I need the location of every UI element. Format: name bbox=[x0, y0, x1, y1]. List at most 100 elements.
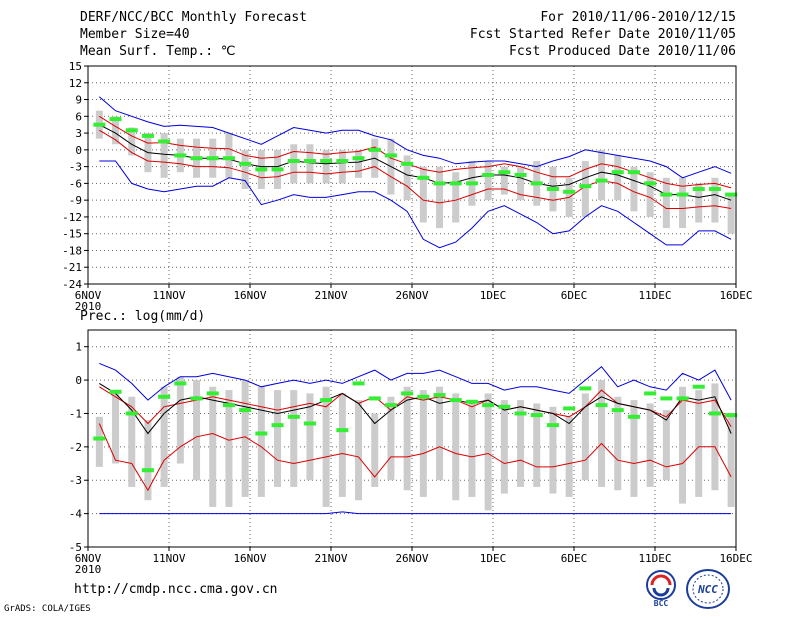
precip-box bbox=[209, 386, 217, 507]
temp-median bbox=[595, 178, 608, 183]
precip-median bbox=[676, 396, 689, 401]
precip-xtick-label: 11NOV bbox=[152, 552, 185, 565]
precip-box bbox=[646, 403, 654, 487]
precip-box bbox=[128, 396, 136, 487]
precip-box bbox=[468, 400, 476, 497]
precip-median bbox=[239, 408, 252, 413]
precip-median bbox=[271, 423, 284, 428]
precip-box bbox=[419, 390, 427, 497]
temp-box bbox=[614, 155, 622, 201]
precip-median bbox=[287, 414, 300, 419]
temp-median bbox=[303, 159, 316, 164]
temp-box bbox=[598, 149, 606, 201]
temp-median bbox=[644, 181, 657, 186]
precip-median bbox=[530, 413, 543, 418]
precip-median bbox=[595, 403, 608, 408]
temp-xtick-label: 16DEC bbox=[719, 289, 752, 302]
precip-median bbox=[368, 396, 381, 401]
bcc-logo: BCC bbox=[646, 570, 676, 608]
precip-box bbox=[322, 386, 330, 507]
header-left: DERF/NCC/BCC Monthly Forecast Member Size… bbox=[80, 9, 307, 60]
temp-xtick-label: 26NOV bbox=[395, 289, 428, 302]
precip-box bbox=[517, 400, 525, 487]
temp-box bbox=[581, 161, 589, 217]
precip-ytick-label: -2 bbox=[69, 441, 82, 454]
precip-median bbox=[336, 428, 349, 433]
temp-xtick-sublabel: 2010 bbox=[75, 300, 102, 313]
temp-box bbox=[290, 144, 298, 184]
temp-median bbox=[368, 147, 381, 152]
temp-xtick-label: 11DEC bbox=[638, 289, 671, 302]
precip-median bbox=[498, 404, 511, 409]
temp-line-min bbox=[99, 160, 732, 249]
precip-ytick-label: -4 bbox=[69, 508, 83, 521]
temp-median bbox=[530, 181, 543, 186]
precip-median bbox=[384, 403, 397, 408]
precip-box bbox=[695, 390, 703, 497]
ncc-logo: NCC bbox=[686, 569, 730, 609]
precip-xtick-label: 16NOV bbox=[233, 552, 266, 565]
precip-median bbox=[255, 431, 268, 436]
temp-xtick-label: 1DEC bbox=[480, 289, 507, 302]
temp-median bbox=[125, 128, 138, 133]
precip-line-min bbox=[99, 511, 732, 515]
temp-ytick-label: 3 bbox=[75, 127, 82, 140]
precip-box bbox=[176, 376, 184, 464]
temp-median bbox=[725, 192, 738, 197]
precip-median bbox=[93, 436, 106, 441]
header-right: For 2010/11/06-2010/12/15 Fcst Started Re… bbox=[470, 9, 736, 60]
precip-ytick-label: -1 bbox=[69, 407, 82, 420]
temp-box bbox=[711, 177, 719, 223]
temp-ytick-label: 9 bbox=[75, 94, 82, 107]
temp-box bbox=[322, 149, 330, 184]
temp-line-spread_lower bbox=[99, 129, 732, 209]
temp-ytick-label: -9 bbox=[69, 194, 82, 207]
temp-median bbox=[384, 153, 397, 158]
chart-title: DERF/NCC/BCC Monthly Forecast bbox=[80, 10, 307, 25]
precip-median bbox=[303, 421, 316, 426]
temp-median bbox=[546, 186, 559, 191]
footer-url[interactable]: http://cmdp.ncc.cma.gov.cn bbox=[74, 582, 278, 597]
temp-ytick-label: -12 bbox=[62, 211, 82, 224]
temp-median bbox=[449, 181, 462, 186]
precip-ytick-label: -3 bbox=[69, 474, 82, 487]
precip-box bbox=[614, 396, 622, 491]
precip-box bbox=[662, 410, 670, 481]
precip-xtick-label: 11DEC bbox=[638, 552, 671, 565]
precip-median bbox=[222, 403, 235, 408]
precip-box bbox=[241, 380, 249, 497]
temp-ytick-label: 0 bbox=[75, 144, 82, 157]
temp-median bbox=[206, 156, 219, 161]
precip-median bbox=[352, 381, 365, 386]
temp-median bbox=[190, 156, 203, 161]
precip-median bbox=[449, 398, 462, 403]
temp-ytick-label: -6 bbox=[69, 177, 82, 190]
precip-box bbox=[274, 390, 282, 487]
temp-box bbox=[517, 166, 525, 201]
temp-median bbox=[498, 170, 511, 175]
temp-median bbox=[109, 117, 122, 122]
precip-median bbox=[158, 394, 171, 399]
precip-xtick-label: 6DEC bbox=[561, 552, 588, 565]
temp-median bbox=[320, 159, 333, 164]
temp-box bbox=[338, 149, 346, 184]
precip-box bbox=[112, 393, 120, 464]
precip-median bbox=[725, 413, 738, 418]
precip-label: Prec.: log(mm/d) bbox=[80, 309, 206, 324]
temp-xtick-label: 21NOV bbox=[314, 289, 347, 302]
precip-median bbox=[660, 396, 673, 401]
temp-box bbox=[128, 127, 136, 156]
member-size: Member Size=40 bbox=[80, 27, 190, 42]
temp-median bbox=[255, 167, 268, 172]
precip-xtick-sublabel: 2010 bbox=[75, 563, 102, 576]
precip-xtick-label: 6NOV bbox=[75, 552, 102, 565]
precip-median bbox=[465, 399, 478, 404]
temp-median bbox=[287, 159, 300, 164]
temp-ytick-label: -18 bbox=[62, 244, 82, 257]
temp-median bbox=[158, 139, 171, 144]
precip-xtick-label: 16DEC bbox=[719, 552, 752, 565]
precip-median bbox=[141, 468, 154, 473]
precip-box bbox=[193, 380, 201, 481]
precip-box bbox=[95, 416, 103, 467]
